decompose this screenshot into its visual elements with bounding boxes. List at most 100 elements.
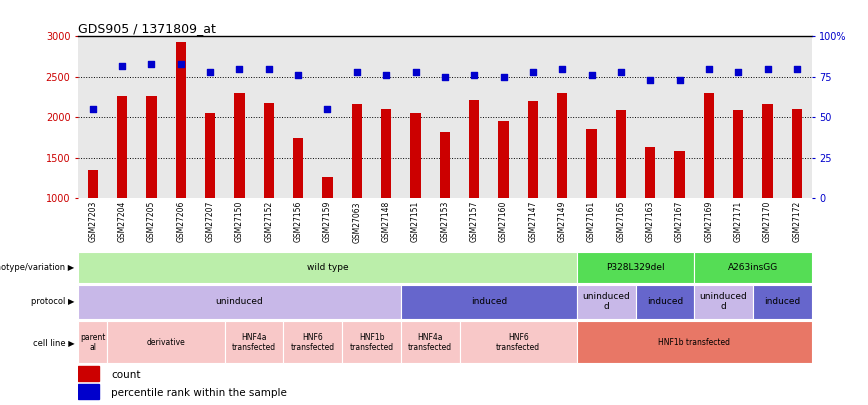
Bar xyxy=(674,151,685,198)
Text: GSM27148: GSM27148 xyxy=(382,201,391,242)
Point xyxy=(760,66,774,72)
FancyBboxPatch shape xyxy=(78,285,401,319)
FancyBboxPatch shape xyxy=(342,321,401,363)
Text: HNF4a
transfected: HNF4a transfected xyxy=(408,333,452,352)
Text: wild type: wild type xyxy=(306,263,348,272)
Point xyxy=(585,72,599,79)
Text: P328L329del: P328L329del xyxy=(606,263,665,272)
FancyBboxPatch shape xyxy=(753,285,812,319)
Bar xyxy=(78,384,99,399)
Text: GDS905 / 1371809_at: GDS905 / 1371809_at xyxy=(78,22,216,35)
Text: protocol ▶: protocol ▶ xyxy=(31,297,75,306)
Bar xyxy=(645,147,655,198)
Bar xyxy=(411,113,421,198)
Text: HNF4a
transfected: HNF4a transfected xyxy=(232,333,276,352)
Bar xyxy=(78,366,99,381)
Point xyxy=(379,72,393,79)
Text: GSM27170: GSM27170 xyxy=(763,201,772,243)
Text: induced: induced xyxy=(764,297,800,306)
Text: GSM27147: GSM27147 xyxy=(529,201,537,243)
Point xyxy=(438,74,452,80)
Text: percentile rank within the sample: percentile rank within the sample xyxy=(111,388,287,398)
Text: uninduced
d: uninduced d xyxy=(582,292,630,311)
Point xyxy=(409,69,423,75)
Text: derivative: derivative xyxy=(147,338,186,347)
Point xyxy=(732,69,746,75)
Bar xyxy=(704,93,714,198)
Point xyxy=(467,72,481,79)
Bar xyxy=(352,104,362,198)
Bar xyxy=(322,177,332,198)
Bar xyxy=(587,129,596,198)
Text: GSM27169: GSM27169 xyxy=(705,201,713,243)
Bar xyxy=(264,103,274,198)
FancyBboxPatch shape xyxy=(694,252,812,283)
Text: HNF6
transfected: HNF6 transfected xyxy=(291,333,335,352)
Point xyxy=(233,66,247,72)
Point xyxy=(790,66,804,72)
Point xyxy=(556,66,569,72)
Point xyxy=(320,106,334,113)
Point xyxy=(203,69,217,75)
Bar xyxy=(205,113,215,198)
Point xyxy=(614,69,628,75)
Point xyxy=(174,61,187,67)
Text: uninduced
d: uninduced d xyxy=(700,292,747,311)
Bar xyxy=(469,100,479,198)
Text: induced: induced xyxy=(470,297,507,306)
FancyBboxPatch shape xyxy=(635,285,694,319)
Text: GSM27149: GSM27149 xyxy=(558,201,567,243)
Point xyxy=(526,69,540,75)
Text: GSM27063: GSM27063 xyxy=(352,201,361,243)
Text: GSM27171: GSM27171 xyxy=(733,201,743,242)
Bar xyxy=(147,96,156,198)
Bar xyxy=(88,170,98,198)
Point xyxy=(643,77,657,83)
Text: GSM27150: GSM27150 xyxy=(235,201,244,243)
Point xyxy=(86,106,100,113)
Text: GSM27153: GSM27153 xyxy=(440,201,450,243)
Bar xyxy=(498,121,509,198)
Bar xyxy=(234,93,245,198)
Text: GSM27152: GSM27152 xyxy=(265,201,273,242)
Text: GSM27161: GSM27161 xyxy=(587,201,596,242)
Text: GSM27172: GSM27172 xyxy=(792,201,801,242)
Text: GSM27156: GSM27156 xyxy=(293,201,303,243)
Bar xyxy=(762,104,773,198)
Point xyxy=(702,66,716,72)
Text: GSM27206: GSM27206 xyxy=(176,201,185,243)
Bar xyxy=(381,109,391,198)
Bar xyxy=(440,132,450,198)
Text: HNF1b
transfected: HNF1b transfected xyxy=(350,333,393,352)
Point xyxy=(144,61,159,67)
Bar xyxy=(175,42,186,198)
Bar xyxy=(615,110,626,198)
Bar xyxy=(528,101,538,198)
Text: HNF1b transfected: HNF1b transfected xyxy=(658,338,730,347)
Point xyxy=(262,66,276,72)
FancyBboxPatch shape xyxy=(577,285,635,319)
FancyBboxPatch shape xyxy=(78,252,577,283)
Text: uninduced: uninduced xyxy=(215,297,263,306)
Text: A263insGG: A263insGG xyxy=(727,263,778,272)
Text: genotype/variation ▶: genotype/variation ▶ xyxy=(0,263,75,272)
Text: GSM27207: GSM27207 xyxy=(206,201,214,243)
Bar xyxy=(117,96,128,198)
Text: GSM27151: GSM27151 xyxy=(411,201,420,242)
FancyBboxPatch shape xyxy=(225,321,284,363)
Bar xyxy=(557,93,568,198)
Point xyxy=(496,74,510,80)
FancyBboxPatch shape xyxy=(401,321,459,363)
FancyBboxPatch shape xyxy=(577,321,812,363)
Text: cell line ▶: cell line ▶ xyxy=(33,338,75,347)
Text: GSM27157: GSM27157 xyxy=(470,201,478,243)
Point xyxy=(673,77,687,83)
Text: GSM27160: GSM27160 xyxy=(499,201,508,243)
Text: GSM27204: GSM27204 xyxy=(118,201,127,243)
FancyBboxPatch shape xyxy=(108,321,225,363)
Text: GSM27205: GSM27205 xyxy=(147,201,156,243)
Text: GSM27165: GSM27165 xyxy=(616,201,625,243)
Text: HNF6
transfected: HNF6 transfected xyxy=(496,333,540,352)
FancyBboxPatch shape xyxy=(694,285,753,319)
Point xyxy=(115,62,129,69)
